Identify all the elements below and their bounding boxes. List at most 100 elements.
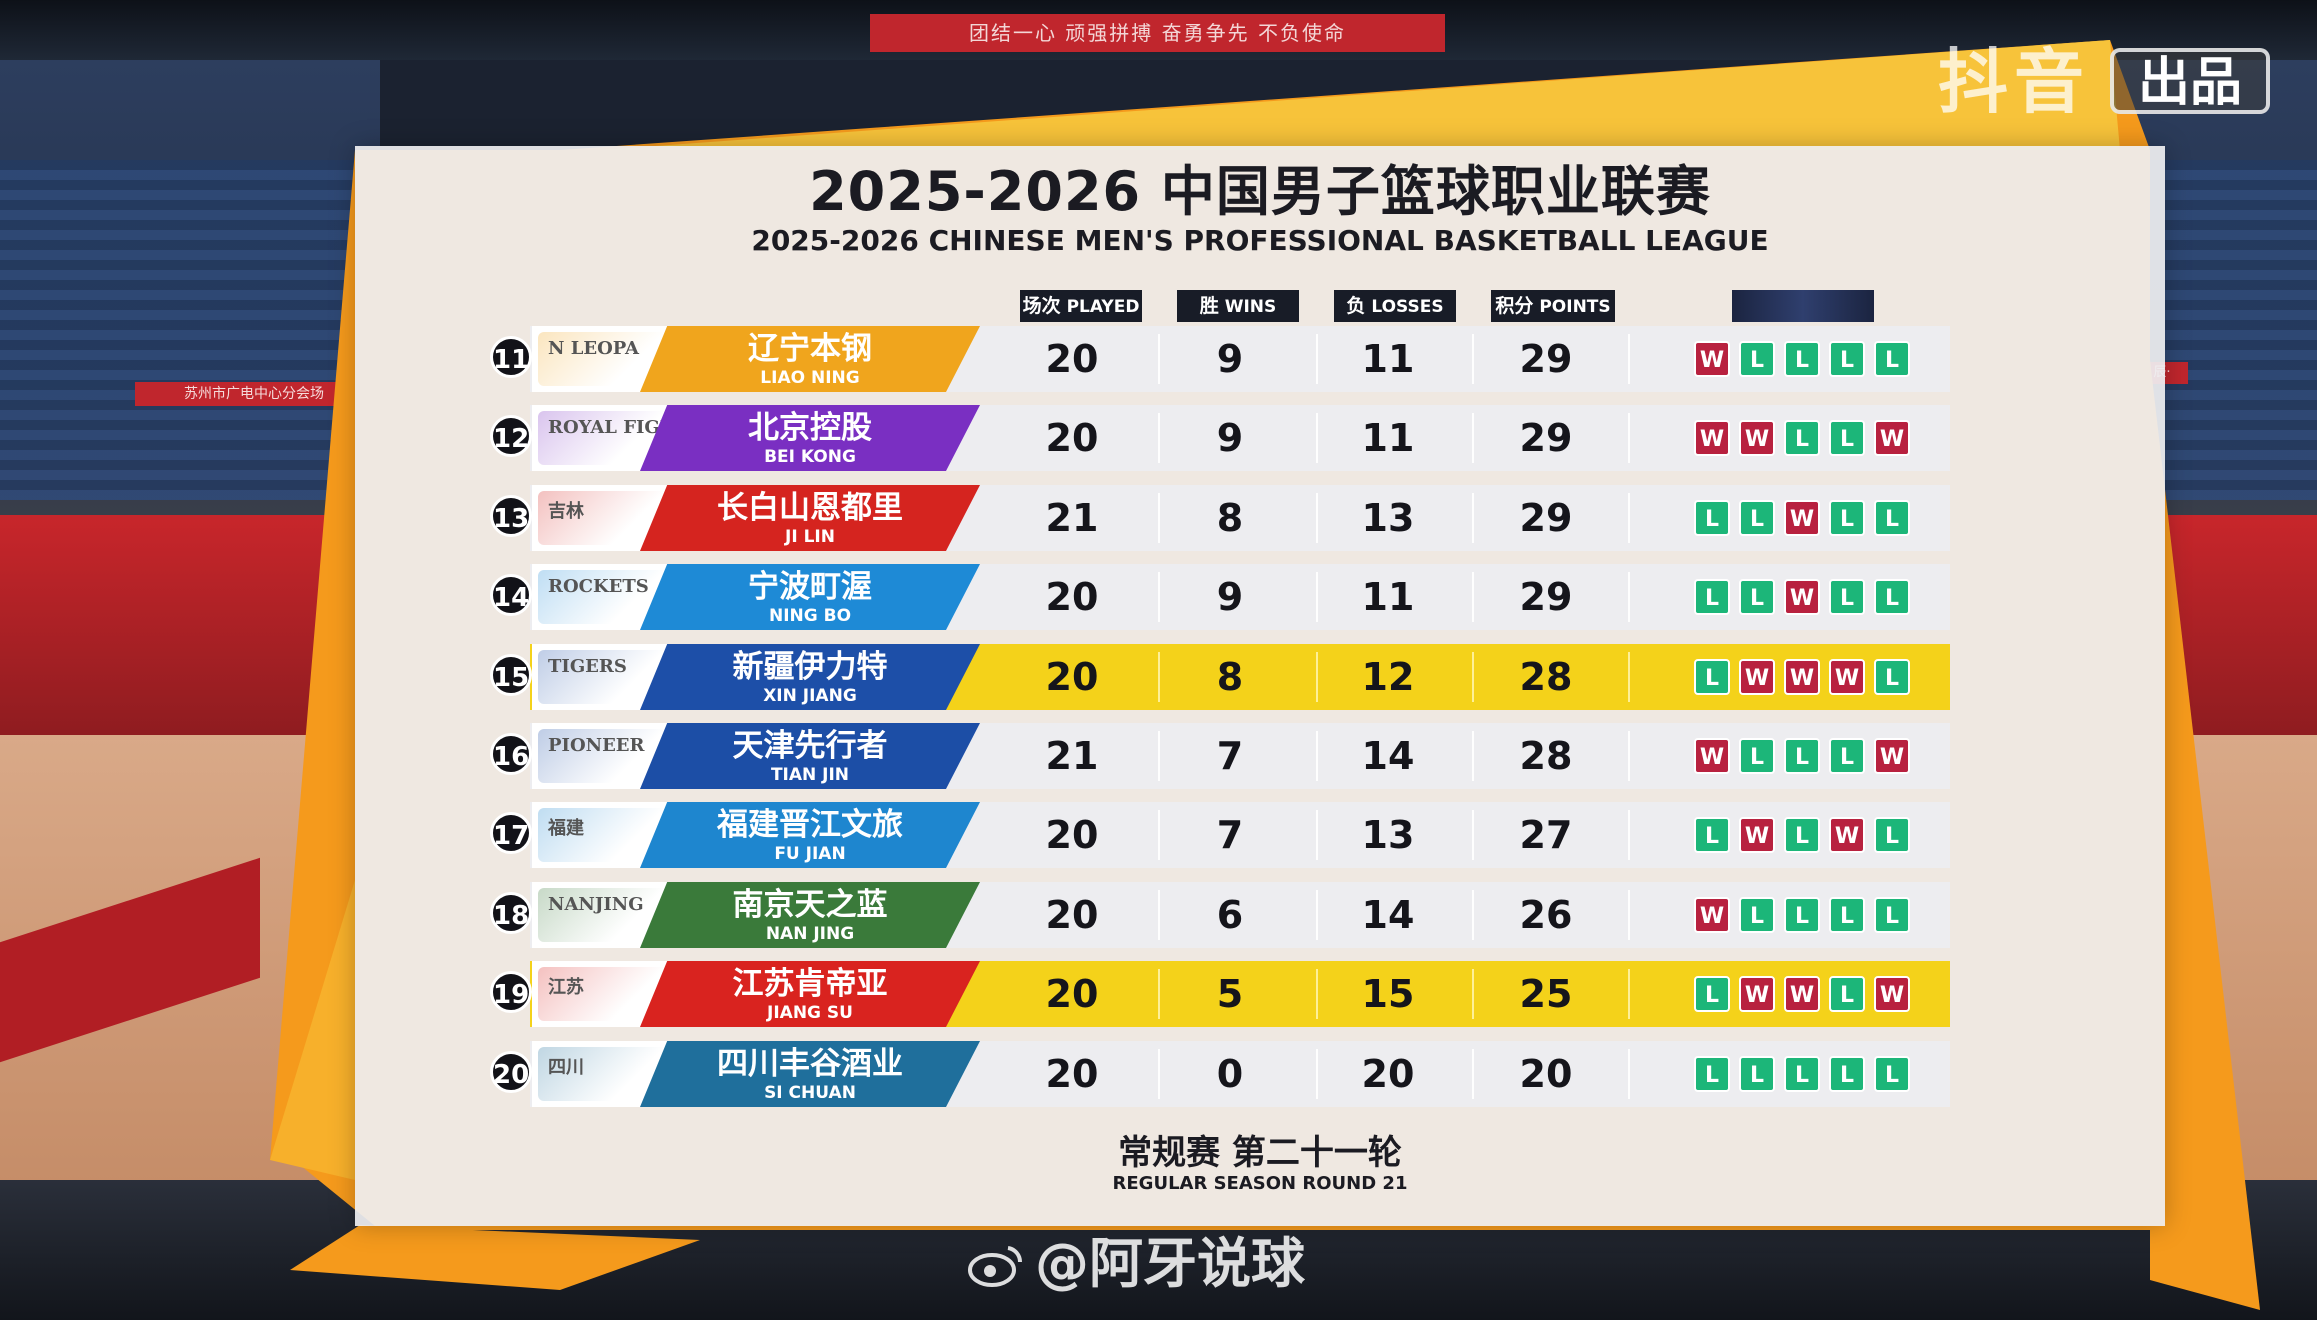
column-divider (1628, 969, 1630, 1019)
form-loss-badge: L (1784, 420, 1820, 456)
team-logo: NANJING (532, 882, 672, 948)
team-logo-text: NANJING (548, 894, 644, 915)
team-name-chinese: 辽宁本钢 (748, 331, 872, 367)
form-win-badge: W (1739, 817, 1775, 853)
form-win-badge: W (1784, 500, 1820, 536)
column-divider (1316, 1049, 1318, 1099)
douyin-brand: 抖音 (1938, 41, 2090, 123)
col-header-wins-zh: 胜 (1199, 295, 1219, 317)
stat-played: 20 (1045, 575, 1099, 619)
stat-points: 29 (1519, 337, 1573, 381)
team-name-block: 江苏肯帝亚 JIANG SU (640, 961, 980, 1027)
column-divider (1158, 493, 1160, 543)
stat-points: 28 (1519, 655, 1573, 699)
stat-losses: 11 (1361, 416, 1415, 460)
column-divider (1472, 572, 1474, 622)
form-loss-badge: L (1874, 579, 1910, 615)
column-divider (1316, 413, 1318, 463)
column-divider (1316, 652, 1318, 702)
stat-losses: 15 (1361, 972, 1415, 1016)
column-divider (1158, 1049, 1160, 1099)
stat-played: 20 (1045, 813, 1099, 857)
team-logo-mark (538, 650, 666, 704)
team-logo-text: ROYAL FIGHTERS (548, 417, 672, 438)
column-divider (1472, 413, 1474, 463)
stat-losses: 12 (1361, 655, 1415, 699)
team-rank-badge: 15 (490, 654, 532, 696)
team-name-block: 福建晋江文旅 FU JIAN (640, 802, 980, 868)
col-header-wins-en: WINS (1224, 297, 1277, 317)
team-logo-text: ROCKETS (548, 576, 649, 597)
column-divider (1628, 572, 1630, 622)
team-name-english: NING BO (768, 606, 852, 626)
column-divider (1628, 1049, 1630, 1099)
team-name-chinese: 江苏肯帝亚 (732, 966, 888, 1002)
form-loss-badge: L (1874, 1056, 1910, 1092)
stat-wins: 9 (1216, 416, 1244, 460)
stat-wins: 9 (1216, 575, 1244, 619)
form-loss-badge: L (1739, 579, 1775, 615)
column-divider (1472, 731, 1474, 781)
team-rank-badge: 18 (490, 892, 532, 934)
standings-row: PIONEER 天津先行者 TIAN JIN 16 21 7 14 28 W L L L W (0, 723, 2317, 789)
team-logo-text: 江苏 (548, 977, 584, 998)
form-loss-badge: L (1739, 1056, 1775, 1092)
team-rank-badge: 20 (490, 1051, 532, 1093)
weibo-icon (968, 1246, 1023, 1287)
col-header-played-en: PLAYED (1066, 297, 1140, 317)
stat-points: 26 (1519, 893, 1573, 937)
team-logo-text: 吉林 (548, 501, 584, 522)
team-name-chinese: 新疆伊力特 (732, 649, 888, 685)
column-divider (1316, 493, 1318, 543)
form-loss-badge: L (1874, 659, 1910, 695)
column-divider (1628, 731, 1630, 781)
form-loss-badge: L (1694, 976, 1730, 1012)
team-logo-mark (538, 570, 666, 624)
stat-wins: 6 (1216, 893, 1244, 937)
column-divider (1316, 731, 1318, 781)
standings-row: 江苏 江苏肯帝亚 JIANG SU 19 20 5 15 25 L W W L W (0, 961, 2317, 1027)
round-label-chinese: 常规赛 第二十一轮 (1118, 1133, 1402, 1173)
form-loss-badge: L (1829, 341, 1865, 377)
form-loss-badge: L (1874, 500, 1910, 536)
column-divider (1628, 652, 1630, 702)
stat-losses: 11 (1361, 575, 1415, 619)
team-logo-mark (538, 332, 666, 386)
form-win-badge: W (1739, 976, 1775, 1012)
team-logo-text: 福建 (548, 818, 584, 839)
team-rank-badge: 14 (490, 574, 532, 616)
team-name-block: 四川丰谷酒业 SI CHUAN (640, 1041, 980, 1107)
column-divider (1158, 652, 1160, 702)
team-rank-badge: 17 (490, 812, 532, 854)
douyin-badge: 出品 (2110, 48, 2270, 114)
form-loss-badge: L (1784, 897, 1820, 933)
form-win-badge: W (1739, 659, 1775, 695)
team-logo: TIGERS (532, 644, 672, 710)
stat-played: 20 (1045, 655, 1099, 699)
form-win-badge: W (1874, 738, 1910, 774)
team-name-block: 天津先行者 TIAN JIN (640, 723, 980, 789)
col-header-played-zh: 场次 (1022, 295, 1061, 317)
standings-row: ROCKETS 宁波町渥 NING BO 14 20 9 11 29 L L W L L (0, 564, 2317, 630)
round-label-english: REGULAR SEASON ROUND 21 (1112, 1173, 1408, 1194)
stat-points: 28 (1519, 734, 1573, 778)
col-header-points-en: POINTS (1539, 297, 1611, 317)
form-win-badge: W (1739, 420, 1775, 456)
team-rank-badge: 12 (490, 415, 532, 457)
form-loss-badge: L (1739, 500, 1775, 536)
col-header-losses-en: LOSSES (1371, 297, 1444, 317)
column-divider (1316, 810, 1318, 860)
form-win-badge: W (1694, 420, 1730, 456)
stat-losses: 14 (1361, 893, 1415, 937)
stat-played: 21 (1045, 496, 1099, 540)
form-loss-badge: L (1739, 341, 1775, 377)
column-divider (1158, 969, 1160, 1019)
column-divider (1472, 493, 1474, 543)
col-header-points-zh: 积分 (1495, 295, 1534, 317)
column-divider (1158, 810, 1160, 860)
stat-losses: 14 (1361, 734, 1415, 778)
team-logo-mark (538, 491, 666, 545)
team-name-chinese: 南京天之蓝 (732, 887, 888, 923)
standings-row: N LEOPA 辽宁本钢 LIAO NING 11 20 9 11 29 W L L L L (0, 326, 2317, 392)
team-name-chinese: 四川丰谷酒业 (717, 1046, 903, 1082)
